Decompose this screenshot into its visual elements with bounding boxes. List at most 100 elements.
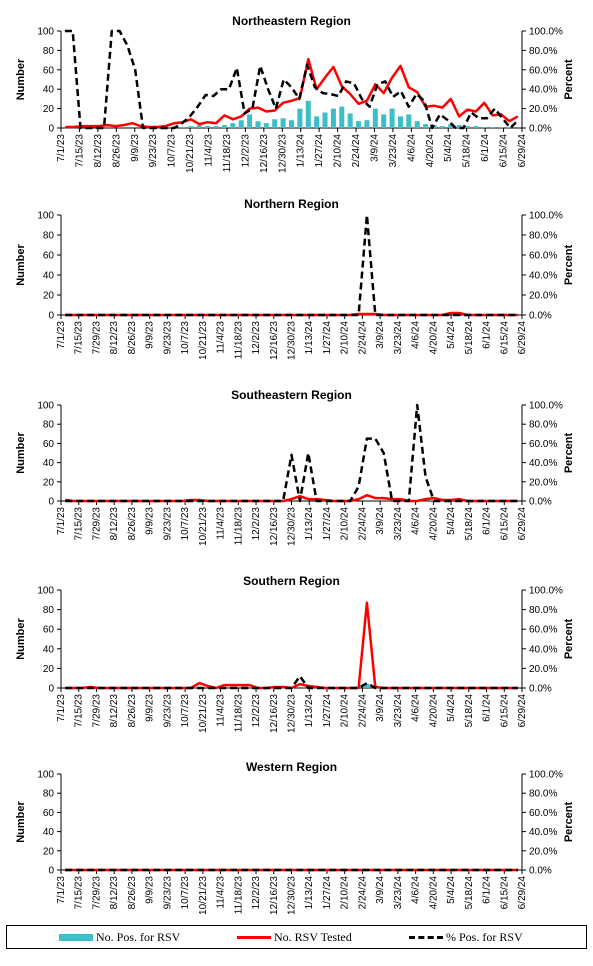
legend-label-positives: No. Pos. for RSV xyxy=(96,929,181,944)
y2-tick-label: 40.0% xyxy=(529,271,557,282)
y2-tick-label: 0.0% xyxy=(529,866,552,877)
y2-tick-label: 80.0% xyxy=(529,605,557,616)
bar-positive xyxy=(473,126,479,128)
x-tick-label: 10/7/23 xyxy=(180,694,191,728)
y2-tick-label: 20.0% xyxy=(529,291,557,302)
x-tick-label: 7/15/23 xyxy=(74,507,85,541)
bar-positive xyxy=(322,112,328,128)
y-tick-label: 40 xyxy=(43,458,55,469)
x-tick-label: 11/4/23 xyxy=(216,507,227,540)
y2-tick-label: 20.0% xyxy=(529,104,557,115)
legend-label-tested: No. RSV Tested xyxy=(274,929,352,944)
x-tick-label: 4/20/24 xyxy=(428,876,439,910)
x-tick-label: 4/20/24 xyxy=(425,134,436,168)
y-tick-label: 40 xyxy=(43,271,55,282)
x-tick-label: 9/9/23 xyxy=(145,876,156,904)
x-tick-label: 10/21/23 xyxy=(198,876,209,915)
bar-positive xyxy=(272,119,278,128)
bar-positive xyxy=(288,120,295,128)
bar-positive xyxy=(221,125,227,128)
y-tick-label: 40 xyxy=(43,827,55,838)
x-tick-label: 3/23/24 xyxy=(393,876,404,910)
bar-positive xyxy=(506,127,512,128)
x-tick-label: 6/29/24 xyxy=(517,694,528,728)
x-tick-label: 12/30/23 xyxy=(287,507,298,546)
x-tick-label: 3/23/24 xyxy=(393,321,404,355)
x-tick-label: 12/16/23 xyxy=(269,694,280,733)
y-tick-label: 100 xyxy=(37,586,54,597)
x-tick-label: 10/21/23 xyxy=(185,134,196,173)
y-axis-title: Number xyxy=(15,801,27,843)
y2-tick-label: 60.0% xyxy=(529,251,557,262)
x-tick-label: 3/23/24 xyxy=(393,507,404,541)
x-tick-label: 4/6/24 xyxy=(411,694,422,722)
y-tick-label: 60 xyxy=(43,65,55,76)
y-tick-label: 20 xyxy=(43,291,55,302)
series-line-percent xyxy=(65,674,518,690)
x-tick-label: 11/18/23 xyxy=(233,507,244,546)
series-line-percent xyxy=(64,29,519,130)
x-tick-label: 11/4/23 xyxy=(216,321,227,354)
x-tick-label: 4/6/24 xyxy=(411,321,422,349)
series-line-tested xyxy=(65,57,519,129)
x-tick-label: 5/4/24 xyxy=(446,507,457,535)
x-tick-label: 7/1/23 xyxy=(56,876,67,904)
bar-positive xyxy=(389,108,395,128)
x-tick-label: 7/15/23 xyxy=(74,694,85,728)
x-tick-label: 10/21/23 xyxy=(198,321,209,360)
x-tick-label: 7/15/23 xyxy=(74,134,85,168)
bar-positive xyxy=(498,127,504,128)
y-tick-label: 20 xyxy=(43,104,55,115)
x-tick-label: 12/2/23 xyxy=(251,876,262,910)
y-tick-label: 80 xyxy=(43,231,55,242)
chart-title: Southern Region xyxy=(243,574,340,588)
x-tick-label: 6/29/24 xyxy=(517,507,528,541)
y2-axis-title: Percent xyxy=(563,432,575,473)
y2-tick-label: 0.0% xyxy=(529,311,552,322)
y-tick-label: 80 xyxy=(43,46,55,57)
y2-axis-title: Percent xyxy=(563,59,575,100)
y-axis-title: Number xyxy=(15,432,27,474)
x-tick-label: 7/1/23 xyxy=(56,694,67,722)
x-tick-label: 8/12/23 xyxy=(109,507,120,541)
x-tick-label: 1/13/24 xyxy=(304,507,315,541)
x-tick-label: 8/12/23 xyxy=(93,134,104,168)
y-axis-title: Number xyxy=(15,244,27,286)
x-tick-label: 6/15/24 xyxy=(499,321,510,355)
x-tick-label: 1/27/24 xyxy=(322,876,333,910)
legend-item-positives: No. Pos. for RSV xyxy=(59,929,180,945)
bar-positive xyxy=(238,120,244,128)
x-tick-label: 2/10/24 xyxy=(340,694,351,728)
y-tick-label: 40 xyxy=(43,85,55,96)
x-tick-label: 5/4/24 xyxy=(446,321,457,349)
x-tick-label: 3/23/24 xyxy=(388,134,399,168)
x-tick-label: 3/9/24 xyxy=(375,507,386,535)
bar-positive xyxy=(255,121,261,128)
x-tick-label: 6/15/24 xyxy=(499,694,510,728)
y2-axis-title: Percent xyxy=(563,801,575,842)
x-tick-label: 10/7/23 xyxy=(167,134,178,168)
y-tick-label: 100 xyxy=(37,211,54,222)
x-tick-label: 1/13/24 xyxy=(304,876,315,910)
y2-tick-label: 20.0% xyxy=(529,477,557,488)
bar-positive xyxy=(465,126,471,128)
x-tick-label: 2/24/24 xyxy=(351,134,362,168)
x-tick-label: 11/18/23 xyxy=(233,321,244,360)
x-tick-label: 12/16/23 xyxy=(269,876,280,915)
x-tick-label: 2/24/24 xyxy=(357,694,368,728)
bar-positive xyxy=(456,125,462,128)
x-tick-label: 6/1/24 xyxy=(482,694,493,722)
x-tick-label: 4/20/24 xyxy=(428,694,439,728)
x-tick-label: 3/9/24 xyxy=(375,694,386,722)
y2-tick-label: 60.0% xyxy=(529,65,557,76)
y-tick-label: 80 xyxy=(43,789,55,800)
x-tick-label: 2/10/24 xyxy=(340,507,351,541)
y2-tick-label: 40.0% xyxy=(529,827,557,838)
y2-tick-label: 100.0% xyxy=(529,770,563,781)
y-tick-label: 0 xyxy=(48,684,54,695)
series-line-percent xyxy=(65,403,518,503)
bar-positive xyxy=(196,125,202,128)
y2-tick-label: 40.0% xyxy=(529,85,557,96)
x-tick-label: 12/30/23 xyxy=(277,134,288,173)
y-tick-label: 20 xyxy=(43,477,55,488)
